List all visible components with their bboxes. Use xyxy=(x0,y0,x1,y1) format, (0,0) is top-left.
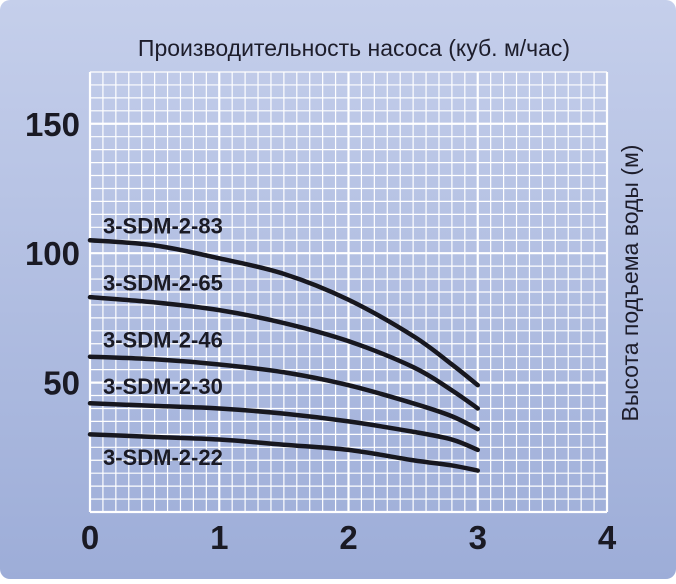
x-tick-label: 1 xyxy=(210,519,228,556)
curve-3-SDM-2-65 xyxy=(87,294,480,411)
chart-title: Производительность насоса (куб. м/час) xyxy=(138,35,570,61)
series-label: 3-SDM-2-83 xyxy=(103,213,223,238)
y-tick-label: 100 xyxy=(25,235,80,272)
y-tick-label: 150 xyxy=(25,106,80,143)
x-tick-label: 3 xyxy=(469,519,487,556)
performance-curves xyxy=(87,237,480,473)
series-label: 3-SDM-2-22 xyxy=(103,445,223,470)
y-axis-label: Высота подъема воды (м) xyxy=(617,145,643,422)
curve-3-SDM-2-46 xyxy=(87,354,480,432)
series-label: 3-SDM-2-65 xyxy=(103,270,223,295)
x-tick-label: 2 xyxy=(339,519,357,556)
curve-3-SDM-2-22 xyxy=(87,432,480,473)
curve-3-SDM-2-30 xyxy=(87,401,480,453)
series-label: 3-SDM-2-46 xyxy=(103,327,223,352)
grid xyxy=(88,71,609,514)
x-tick-label: 0 xyxy=(81,519,99,556)
y-axis-ticks: 50 100 150 xyxy=(25,106,80,402)
y-tick-label: 50 xyxy=(43,365,80,402)
series-label: 3-SDM-2-30 xyxy=(103,374,223,399)
x-axis-ticks: 0 1 2 3 4 xyxy=(81,519,617,556)
curve-3-SDM-2-83 xyxy=(87,237,480,388)
x-tick-label: 4 xyxy=(598,519,617,556)
series-labels: 3-SDM-2-83 3-SDM-2-65 3-SDM-2-46 3-SDM-2-30… xyxy=(103,213,223,470)
